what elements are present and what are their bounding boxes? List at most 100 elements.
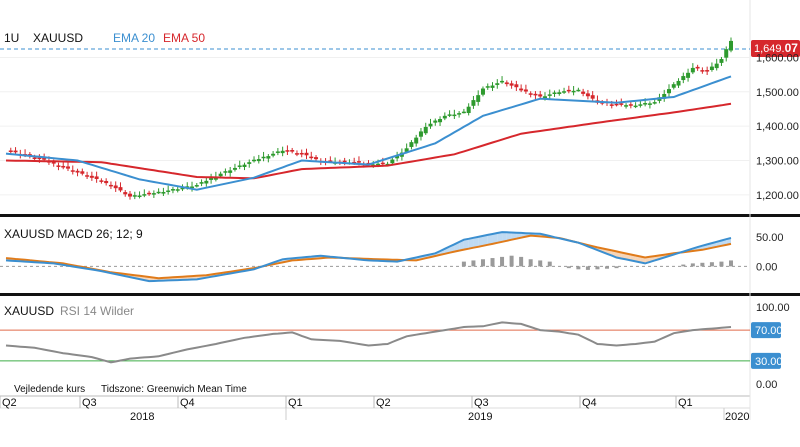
candle-body bbox=[8, 150, 13, 152]
candle-body bbox=[724, 49, 729, 58]
macd-fill-segment bbox=[492, 233, 498, 244]
candle-body bbox=[609, 104, 614, 106]
candle-body bbox=[442, 115, 447, 119]
candle-body bbox=[123, 192, 128, 195]
candle-body bbox=[142, 194, 147, 196]
candle-body bbox=[633, 105, 638, 108]
quarter-label: Q2 bbox=[2, 397, 17, 409]
ema20-line bbox=[5, 75, 732, 191]
candle-body bbox=[666, 89, 671, 94]
candle-body bbox=[161, 191, 166, 194]
candle-body bbox=[514, 84, 519, 88]
price-tick-label: 1,300.00 bbox=[756, 155, 799, 167]
macd-histogram-bar bbox=[528, 259, 533, 267]
macd-fill-segment bbox=[473, 236, 479, 248]
candle-body bbox=[232, 167, 237, 170]
candle-body bbox=[495, 83, 500, 85]
candle-body bbox=[447, 114, 452, 116]
candle-body bbox=[309, 156, 314, 159]
candle-body bbox=[709, 66, 714, 70]
candle-body bbox=[476, 95, 481, 102]
candle-body bbox=[175, 189, 180, 191]
macd-fill-segment bbox=[497, 232, 503, 243]
candle-body bbox=[414, 137, 419, 144]
quarter-label: Q2 bbox=[376, 397, 391, 409]
candle-body bbox=[209, 177, 214, 180]
macd-histogram-bar bbox=[519, 256, 524, 267]
candle-body bbox=[156, 191, 161, 194]
candle-body bbox=[380, 162, 385, 165]
candle-body bbox=[280, 150, 285, 154]
candle-body bbox=[585, 93, 590, 97]
candle-body bbox=[471, 100, 476, 106]
candle-body bbox=[571, 90, 576, 93]
candle-body bbox=[418, 131, 423, 137]
candle-body bbox=[128, 193, 133, 197]
macd-fill-segment bbox=[478, 235, 483, 247]
candle-body bbox=[218, 173, 223, 177]
macd-tick-label: 50.00 bbox=[756, 232, 784, 244]
ema50-line bbox=[5, 102, 732, 180]
candle-body bbox=[147, 192, 152, 195]
candle-body bbox=[199, 182, 204, 184]
candle-body bbox=[271, 153, 276, 156]
macd-histogram-bar bbox=[461, 261, 466, 267]
candle-body bbox=[533, 93, 538, 96]
candle-body bbox=[509, 83, 514, 86]
footer-indicative: Vejledende kurs bbox=[14, 384, 85, 395]
candle-body bbox=[190, 186, 195, 189]
macd-histogram-bar bbox=[547, 261, 552, 267]
candle-body bbox=[528, 93, 533, 95]
ema50-legend[interactable]: EMA 50 bbox=[163, 31, 205, 45]
candle-body bbox=[671, 84, 676, 88]
candle-body bbox=[547, 94, 552, 96]
candle-body bbox=[638, 104, 643, 106]
candle-body bbox=[438, 119, 443, 123]
macd-histogram-bar bbox=[719, 261, 724, 267]
candle-body bbox=[166, 190, 171, 193]
candle-body bbox=[523, 89, 528, 92]
candle-body bbox=[132, 195, 137, 197]
candle-body bbox=[266, 156, 271, 159]
candle-body bbox=[137, 195, 142, 198]
interval-label[interactable]: 1U bbox=[4, 31, 19, 45]
last-price-text: 1,649.07 bbox=[754, 41, 798, 55]
quarter-label: Q3 bbox=[474, 397, 489, 409]
candle-body bbox=[228, 170, 233, 173]
candle-body bbox=[542, 96, 547, 99]
macd-fill-segment bbox=[482, 234, 488, 246]
price-tick-label: 1,500.00 bbox=[756, 87, 799, 99]
candle-body bbox=[113, 185, 118, 189]
candle-body bbox=[89, 175, 94, 178]
ema20-legend[interactable]: EMA 20 bbox=[113, 31, 155, 45]
candle-body bbox=[676, 80, 681, 86]
candle-body bbox=[256, 159, 261, 162]
macd-histogram-bar bbox=[700, 262, 705, 267]
quarter-label: Q1 bbox=[678, 397, 693, 409]
macd-histogram-bar bbox=[729, 260, 733, 267]
candle-body bbox=[681, 76, 686, 81]
macd-fill-segment bbox=[502, 232, 507, 242]
candle-body bbox=[80, 171, 85, 174]
macd-histogram-bar bbox=[709, 262, 714, 267]
candle-body bbox=[247, 162, 252, 164]
macd-fill-segment bbox=[487, 233, 493, 245]
candle-body bbox=[151, 193, 156, 195]
candle-body bbox=[552, 92, 557, 94]
candle-body bbox=[252, 159, 257, 162]
candle-body bbox=[461, 111, 466, 114]
rsi-line bbox=[5, 321, 732, 364]
rsi-tick-label: 0.00 bbox=[756, 379, 777, 391]
candle-body bbox=[428, 123, 433, 127]
candle-body bbox=[557, 92, 562, 95]
candle-body bbox=[204, 180, 209, 184]
symbol-label[interactable]: XAUUSD bbox=[33, 31, 83, 45]
candle-body bbox=[104, 180, 109, 184]
candle-body bbox=[304, 152, 309, 156]
candle-body bbox=[237, 165, 242, 167]
rsi-symbol-label: XAUUSD bbox=[4, 304, 54, 318]
quarter-label: Q4 bbox=[582, 397, 597, 409]
rsi-tick-label: 70.00 bbox=[755, 325, 783, 337]
macd-histogram-bar bbox=[566, 266, 571, 269]
candle-body bbox=[719, 59, 724, 63]
